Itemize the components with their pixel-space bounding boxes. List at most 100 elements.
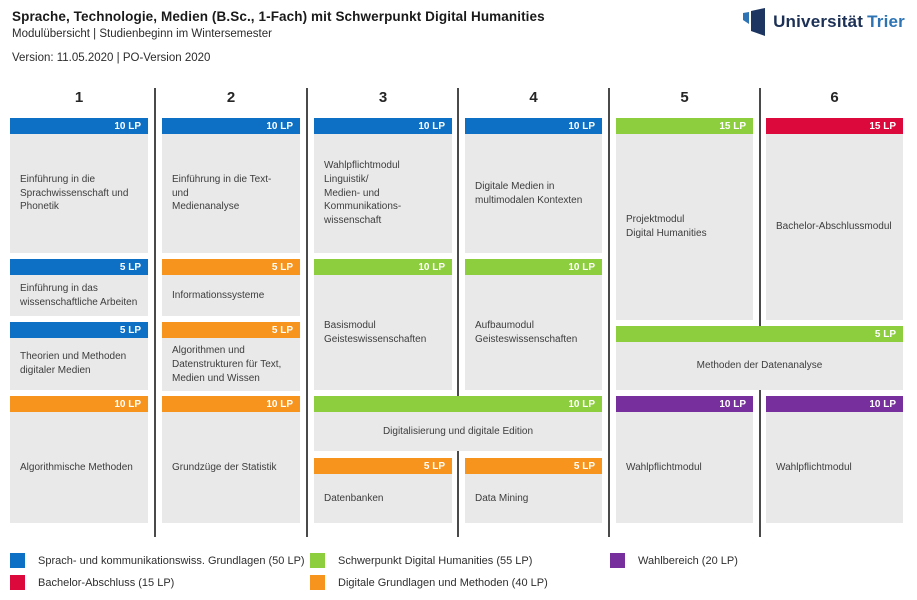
module-card: 10 LP Grundzüge der Statistik: [162, 396, 300, 523]
legend-color-swatch: [310, 553, 325, 568]
legend-item: Schwerpunkt Digital Humanities (55 LP): [310, 553, 532, 568]
module-card: 5 LP Informationssysteme: [162, 259, 300, 316]
module-title: Einführung in das wissenschaftliche Arbe…: [10, 275, 148, 316]
module-title: Projektmodul Digital Humanities: [616, 134, 753, 320]
module-title: Algorithmen und Datenstrukturen für Text…: [162, 338, 300, 392]
column-divider: [759, 88, 761, 537]
logo-university-text: Universität: [773, 12, 864, 31]
module-card: 10 LP Einführung in die Sprachwissenscha…: [10, 118, 148, 253]
module-lp: 10 LP: [568, 120, 595, 132]
module-card: 10 LP Wahlpflichtmodul: [766, 396, 903, 523]
column-divider: [457, 88, 459, 537]
module-lp: 10 LP: [266, 120, 293, 132]
module-card: 10 LP Basismodul Geisteswissenschaften: [314, 259, 452, 390]
module-card: 10 LP Wahlpflichtmodul Linguistik/ Medie…: [314, 118, 452, 253]
semester-column-header-5: 5: [680, 89, 689, 106]
module-title: Informationssysteme: [162, 275, 300, 316]
module-lp: 10 LP: [418, 120, 445, 132]
page-subtitle: Modulübersicht | Studienbeginn im Winter…: [12, 28, 272, 40]
module-card: 10 LP Algorithmische Methoden: [10, 396, 148, 523]
module-credits-bar: 10 LP: [162, 118, 300, 134]
module-credits-bar: 10 LP: [465, 118, 602, 134]
module-credits-bar: 10 LP: [10, 118, 148, 134]
page-title: Sprache, Technologie, Medien (B.Sc., 1-F…: [12, 9, 545, 24]
module-lp: 5 LP: [119, 324, 141, 336]
university-logo: Universität Trier: [742, 8, 905, 36]
module-lp: 5 LP: [271, 324, 293, 336]
module-card: 5 LP Theorien und Methoden digitaler Med…: [10, 322, 148, 390]
module-lp: 5 LP: [874, 328, 896, 340]
module-title: Einführung in die Sprachwissenschaft und…: [10, 134, 148, 253]
column-divider: [154, 88, 156, 537]
module-card: 10 LP Wahlpflichtmodul: [616, 396, 753, 523]
module-card: 10 LP Einführung in die Text- und Medien…: [162, 118, 300, 253]
semester-column-header-6: 6: [830, 89, 839, 106]
module-credits-bar: 10 LP: [314, 118, 452, 134]
module-lp: 10 LP: [869, 398, 896, 410]
module-credits-bar: 10 LP: [314, 259, 452, 275]
module-lp: 10 LP: [568, 398, 595, 410]
semester-column-header-2: 2: [226, 89, 236, 106]
module-title: Datenbanken: [314, 474, 452, 523]
module-credits-bar: 10 LP: [314, 396, 602, 412]
legend-label: Schwerpunkt Digital Humanities (55 LP): [338, 554, 533, 567]
logo-city-text: Trier: [867, 12, 905, 31]
module-credits-bar: 5 LP: [465, 458, 602, 474]
module-title: Algorithmische Methoden: [10, 412, 148, 523]
module-title: Wahlpflichtmodul Linguistik/ Medien- und…: [314, 134, 452, 253]
module-credits-bar: 10 LP: [766, 396, 903, 412]
module-card: 5 LP Methoden der Datenanalyse: [616, 326, 903, 390]
module-lp: 10 LP: [568, 261, 595, 273]
module-title: Theorien und Methoden digitaler Medien: [10, 338, 148, 390]
semester-column-header-3: 3: [378, 89, 388, 106]
module-card: 10 LP Aufbaumodul Geisteswissenschaften: [465, 259, 602, 390]
module-title: Grundzüge der Statistik: [162, 412, 300, 523]
module-lp: 5 LP: [119, 261, 141, 273]
module-lp: 10 LP: [418, 261, 445, 273]
module-credits-bar: 5 LP: [10, 322, 148, 338]
module-lp: 10 LP: [266, 398, 293, 410]
legend-color-swatch: [310, 575, 325, 590]
module-card: 5 LP Einführung in das wissenschaftliche…: [10, 259, 148, 316]
semester-column-header-4: 4: [529, 89, 538, 106]
module-credits-bar: 10 LP: [465, 259, 602, 275]
module-card: 5 LP Data Mining: [465, 458, 602, 523]
module-lp: 15 LP: [869, 120, 896, 132]
legend-item: Wahlbereich (20 LP): [610, 553, 738, 568]
module-title: Basismodul Geisteswissenschaften: [314, 275, 452, 390]
module-credits-bar: 5 LP: [162, 259, 300, 275]
column-divider: [306, 88, 308, 537]
module-lp: 10 LP: [114, 398, 141, 410]
module-title: Aufbaumodul Geisteswissenschaften: [465, 275, 602, 390]
module-lp: 10 LP: [719, 398, 746, 410]
legend-color-swatch: [10, 575, 25, 590]
module-card: 15 LP Projektmodul Digital Humanities: [616, 118, 753, 320]
module-card: 15 LP Bachelor-Abschlussmodul: [766, 118, 903, 320]
module-card: 5 LP Datenbanken: [314, 458, 452, 523]
legend-label: Sprach- und kommunikationswiss. Grundlag…: [38, 554, 305, 567]
module-credits-bar: 5 LP: [162, 322, 300, 338]
module-credits-bar: 10 LP: [616, 396, 753, 412]
legend-color-swatch: [10, 553, 25, 568]
module-lp: 15 LP: [719, 120, 746, 132]
module-credits-bar: 10 LP: [162, 396, 300, 412]
module-credits-bar: 10 LP: [10, 396, 148, 412]
legend-item: Sprach- und kommunikationswiss. Grundlag…: [10, 553, 305, 568]
module-credits-bar: 5 LP: [314, 458, 452, 474]
legend-label: Wahlbereich (20 LP): [638, 554, 738, 567]
module-card: 10 LP Digitalisierung und digitale Editi…: [314, 396, 602, 451]
module-title: Digitale Medien in multimodalen Kontexte…: [465, 134, 602, 253]
module-lp: 5 LP: [423, 460, 445, 472]
module-credits-bar: 5 LP: [616, 326, 903, 342]
module-credits-bar: 15 LP: [766, 118, 903, 134]
flag-icon: [742, 8, 766, 36]
legend-item: Digitale Grundlagen und Methoden (40 LP): [310, 575, 548, 590]
module-title: Wahlpflichtmodul: [766, 412, 903, 523]
logo-wordmark: Universität Trier: [773, 12, 905, 32]
module-title: Bachelor-Abschlussmodul: [766, 134, 903, 320]
module-card: 10 LP Digitale Medien in multimodalen Ko…: [465, 118, 602, 253]
module-lp: 10 LP: [114, 120, 141, 132]
legend-item: Bachelor-Abschluss (15 LP): [10, 575, 174, 590]
module-lp: 5 LP: [271, 261, 293, 273]
module-lp: 5 LP: [573, 460, 595, 472]
